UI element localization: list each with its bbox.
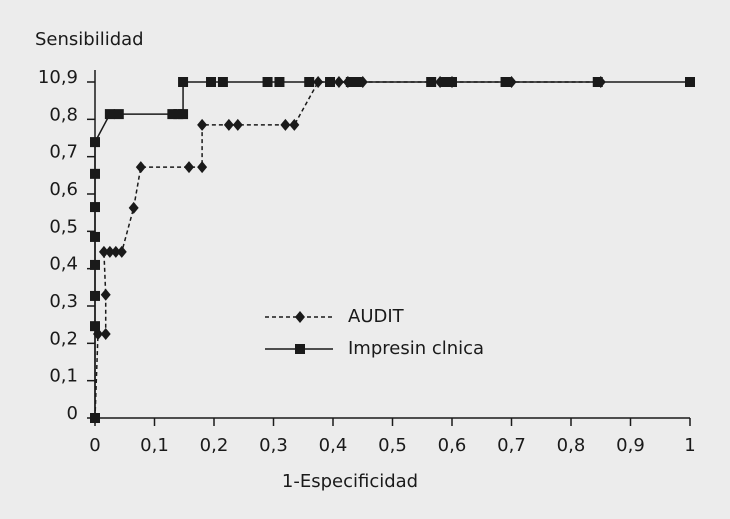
- marker: [441, 77, 452, 87]
- marker: [128, 201, 139, 214]
- marker: [685, 77, 695, 87]
- marker: [116, 245, 127, 258]
- marker: [500, 77, 511, 87]
- legend-marker: [295, 311, 305, 323]
- marker: [447, 77, 457, 87]
- y-tick-label: 0,2: [49, 328, 78, 349]
- marker: [104, 245, 115, 258]
- y-axis-label: Sensibilidad: [35, 29, 144, 50]
- marker: [223, 118, 234, 131]
- marker: [280, 118, 291, 131]
- x-tick-label: 0,1: [140, 435, 169, 456]
- marker: [178, 77, 189, 87]
- marker: [90, 259, 100, 270]
- marker: [197, 118, 208, 131]
- marker: [100, 328, 111, 340]
- marker: [289, 118, 300, 131]
- x-tick-label: 0,7: [497, 435, 526, 456]
- series-line: [94, 81, 690, 418]
- x-tick-label: 0,5: [378, 435, 407, 456]
- y-tick-label: 0,6: [49, 179, 78, 200]
- marker: [274, 77, 285, 87]
- y-tick-label: 0,4: [49, 254, 78, 275]
- y-tick-label: 10,9: [38, 67, 78, 88]
- marker: [104, 109, 115, 120]
- marker: [90, 413, 100, 423]
- x-tick-label: 0,2: [200, 435, 229, 456]
- marker: [90, 321, 100, 332]
- marker: [110, 245, 121, 258]
- x-tick-label: 0,3: [259, 435, 288, 456]
- legend-label: Impresin clnica: [348, 338, 484, 359]
- marker: [90, 202, 100, 213]
- marker: [345, 77, 356, 87]
- marker: [98, 245, 109, 258]
- y-tick-label: 0: [67, 403, 78, 424]
- y-tick-label: 0,7: [49, 142, 78, 163]
- x-tick-label: 0: [89, 435, 100, 456]
- marker: [167, 109, 178, 120]
- marker: [100, 288, 111, 301]
- marker: [184, 161, 195, 174]
- marker: [135, 161, 146, 174]
- marker: [426, 77, 437, 87]
- x-tick-label: 0,8: [557, 435, 586, 456]
- marker: [592, 77, 603, 87]
- marker: [90, 231, 100, 242]
- legend-marker: [295, 344, 305, 354]
- marker: [90, 290, 100, 301]
- marker: [197, 161, 208, 174]
- legend-label: AUDIT: [348, 306, 405, 327]
- x-tick-label: 0,4: [319, 435, 348, 456]
- marker: [304, 77, 315, 87]
- marker: [262, 77, 273, 87]
- marker: [178, 109, 189, 120]
- marker: [232, 118, 243, 131]
- x-axis-label: 1-Especificidad: [282, 471, 418, 492]
- marker: [90, 137, 100, 148]
- marker: [206, 77, 217, 87]
- x-tick-label: 0,6: [438, 435, 467, 456]
- x-tick-label: 1: [684, 435, 695, 456]
- y-tick-label: 0,1: [49, 366, 78, 387]
- x-tick-label: 0,9: [616, 435, 645, 456]
- marker: [217, 77, 228, 87]
- y-tick-label: 0,5: [49, 216, 78, 237]
- y-tick-label: 0,8: [49, 104, 78, 125]
- marker: [325, 77, 336, 87]
- marker: [113, 109, 124, 120]
- y-tick-label: 0,3: [49, 291, 78, 312]
- marker: [351, 77, 362, 87]
- marker: [90, 168, 100, 179]
